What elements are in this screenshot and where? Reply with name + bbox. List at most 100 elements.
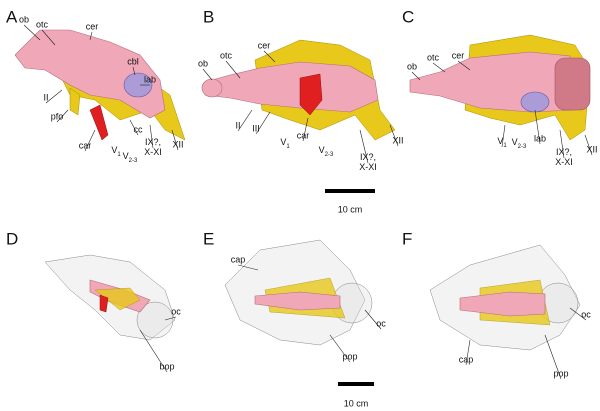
label-sub: 2-3 (325, 152, 334, 158)
structure-label: V2-3 (512, 137, 527, 149)
structure-label: cc (134, 124, 144, 134)
panel-letter: B (203, 7, 214, 26)
label-line: IX?, (360, 152, 376, 162)
leader-line (237, 109, 253, 132)
structure-label: oc (376, 318, 386, 328)
structure-label: cap (231, 254, 246, 264)
structure-label: oc (171, 306, 181, 316)
label-sub: 1 (503, 143, 507, 149)
leader-line (544, 334, 562, 380)
structure-label: II (43, 92, 48, 102)
structure-label: XII (586, 144, 597, 154)
label-main: V (497, 136, 503, 146)
panel-letter: E (203, 229, 214, 248)
leader-line (41, 29, 56, 46)
leader-line (132, 66, 136, 76)
structure-label: otc (220, 50, 233, 60)
label-line: IX?, (145, 137, 161, 147)
structure-label: otc (36, 19, 49, 29)
structure-label: V2-3 (319, 145, 334, 157)
leader-line (84, 129, 96, 152)
label-line: X-XI (555, 157, 573, 167)
structure-label: lab (534, 133, 546, 143)
panel-letter: A (6, 7, 18, 26)
leader-line (411, 71, 421, 81)
panel-c-model (409, 34, 591, 141)
label-main: V (111, 145, 117, 155)
structure-label: car (79, 140, 92, 150)
structure-label: V1 (497, 136, 507, 148)
leader-line (432, 62, 446, 73)
leader-line (45, 89, 63, 104)
structure-label: cap (459, 354, 474, 364)
leader-line (171, 129, 179, 151)
leader-line (237, 264, 259, 271)
panel-letter: D (6, 229, 18, 248)
leader-line (559, 129, 565, 159)
label-main: V (512, 137, 518, 147)
label-sub: 2-3 (518, 144, 527, 150)
structure-label: IX?, X-XI (359, 152, 377, 172)
structure-label: V1 (280, 137, 290, 149)
structure-label: lab (144, 74, 156, 84)
leader-line (164, 316, 177, 321)
leader-line (139, 329, 168, 373)
leader-line (389, 124, 399, 147)
structure-label: cer (86, 21, 99, 31)
leader-line (584, 134, 593, 156)
structure-label: bop (159, 361, 174, 371)
panel-e-model (224, 239, 373, 346)
panel-d-model (44, 254, 176, 341)
structure-label: XII (392, 135, 403, 145)
structure-label: V1 (111, 145, 121, 157)
leader-line (302, 117, 309, 142)
leader-line (129, 119, 139, 136)
leader-line (149, 124, 154, 149)
leader-line (501, 124, 506, 148)
structure-label: V2-3 (123, 151, 138, 163)
panel-f-model (429, 244, 581, 351)
leader-line (56, 109, 69, 123)
leader-line (569, 307, 587, 321)
leader-line (225, 60, 241, 79)
structure-label: IX?, X-XI (555, 147, 573, 167)
leader-line (263, 50, 276, 63)
leader-line (465, 339, 471, 366)
structure-label: cer (452, 50, 465, 60)
structure-label: otc (427, 52, 440, 62)
panel-letter: C (402, 7, 414, 26)
label-sub: 2-3 (129, 158, 138, 164)
label-line: X-XI (144, 147, 162, 157)
leader-line (89, 31, 93, 41)
label-main: V (280, 137, 286, 147)
structure-label: III (252, 123, 260, 133)
label-line: IX?, (556, 147, 572, 157)
leader-line (457, 60, 471, 71)
leader-line (202, 68, 213, 81)
structure-label: IX?, X-XI (144, 137, 162, 157)
scale-label: 10 cm (338, 204, 363, 214)
structure-label: II (235, 120, 240, 130)
structure-label: car (297, 130, 310, 140)
scale-label: 10 cm (344, 398, 369, 408)
structure-label: ob (407, 61, 417, 71)
structure-label: ob (19, 14, 29, 24)
panel-b-model (201, 39, 396, 141)
leader-line (329, 334, 351, 363)
leader-line (534, 109, 541, 145)
panel-a-model (14, 29, 186, 141)
label-main: V (123, 151, 129, 161)
panel-letter: F (402, 229, 412, 248)
structure-label: oc (581, 309, 591, 319)
structure-label: cer (258, 40, 271, 50)
label-main: V (319, 145, 325, 155)
structure-label: pop (342, 351, 357, 361)
label-sub: 1 (117, 152, 121, 158)
structure-label: pop (553, 368, 568, 378)
label-sub: 1 (286, 144, 290, 150)
leader-line (364, 309, 382, 330)
structure-label: XII (172, 139, 183, 149)
leader-line (359, 129, 369, 164)
structure-label: ob (198, 58, 208, 68)
